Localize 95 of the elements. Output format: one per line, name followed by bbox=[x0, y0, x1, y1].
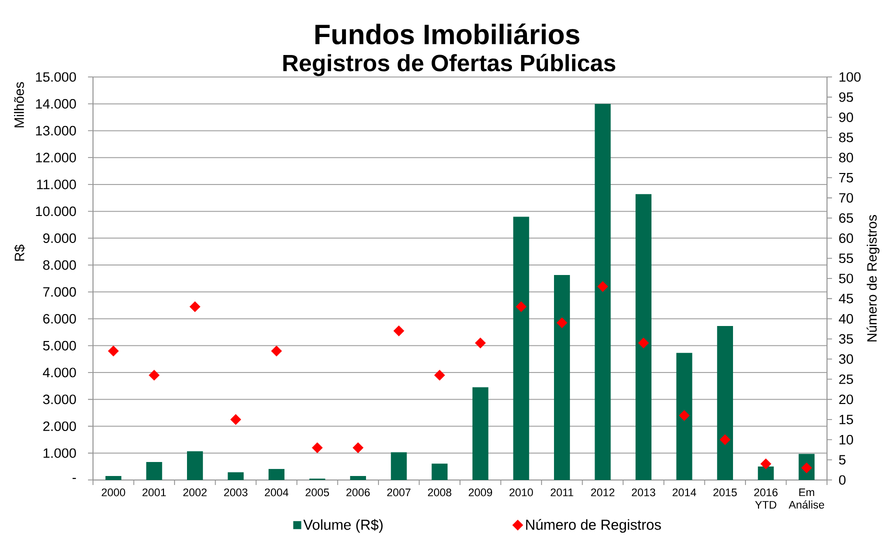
y2-tick-label: 100 bbox=[840, 72, 861, 82]
bar bbox=[350, 476, 366, 480]
y2-tick-label: 0 bbox=[839, 475, 846, 485]
point bbox=[474, 338, 486, 348]
y-tick-label: 3.000 bbox=[43, 394, 76, 404]
x-tick-label: 2012 bbox=[591, 488, 614, 496]
y2-tick-label: 60 bbox=[839, 233, 854, 243]
point bbox=[393, 325, 404, 336]
point bbox=[597, 281, 608, 292]
y-tick-label: 7.000 bbox=[43, 287, 76, 297]
x-tick-label: 2009 bbox=[468, 488, 492, 496]
text: Milhões bbox=[14, 82, 24, 128]
y2-tick-label: 35 bbox=[839, 334, 854, 344]
bar bbox=[105, 476, 122, 480]
y2-tick-label: 50 bbox=[839, 274, 854, 284]
y2-tick-label: 25 bbox=[839, 374, 854, 384]
point bbox=[516, 301, 527, 312]
point bbox=[720, 434, 730, 446]
legend-label: Número de Registros bbox=[526, 519, 661, 533]
y2-tick-label: 45 bbox=[838, 294, 854, 304]
y2-tick-label: 75 bbox=[839, 173, 854, 182]
y-tick-label: 6.000 bbox=[43, 314, 76, 324]
y2-tick-label: 80 bbox=[839, 152, 854, 162]
y2-tick-label: 30 bbox=[839, 354, 854, 364]
x-tick-label: 2002 bbox=[183, 488, 207, 496]
bar bbox=[717, 326, 734, 480]
y-tick-label: 15.000 bbox=[36, 72, 76, 82]
point bbox=[190, 301, 200, 312]
x-tick-label: 2006 bbox=[346, 488, 370, 496]
y-tick-label: 12.000 bbox=[36, 152, 76, 162]
x-tick-label: Em Análise bbox=[788, 488, 824, 509]
y-tick-label: 5.000 bbox=[43, 340, 76, 350]
bar bbox=[390, 452, 407, 480]
y-axis-title: R$ bbox=[14, 244, 26, 261]
legend-label: Volume (R$) bbox=[303, 519, 383, 533]
y-tick-label: 4.000 bbox=[42, 368, 76, 378]
y2-tick-label: 85 bbox=[839, 132, 854, 142]
x-tick-label: 2011 bbox=[550, 488, 574, 496]
x-tick-label: 2001 bbox=[142, 488, 166, 496]
bar bbox=[513, 216, 530, 480]
y-tick-label: 1.000 bbox=[44, 448, 76, 458]
bar bbox=[554, 274, 570, 480]
y2-tick-label: 65 bbox=[839, 213, 854, 223]
y2-tick-label: 5 bbox=[839, 455, 846, 465]
point bbox=[312, 442, 323, 454]
y2-tick-label: 70 bbox=[839, 193, 854, 203]
point bbox=[148, 370, 160, 381]
point bbox=[230, 414, 242, 425]
bar bbox=[594, 104, 611, 480]
x-tick-label: 2013 bbox=[632, 488, 656, 496]
bar bbox=[432, 464, 448, 480]
bar bbox=[268, 468, 284, 480]
x-tick-label: 2014 bbox=[672, 488, 696, 496]
x-tick-label: 2005 bbox=[306, 488, 329, 496]
y-tick-label: 2.000 bbox=[43, 421, 76, 432]
bar bbox=[228, 472, 244, 480]
chart-title: Fundos Imobiliários bbox=[315, 24, 580, 44]
bar bbox=[676, 352, 692, 480]
y2-tick-label: 40 bbox=[838, 314, 854, 324]
x-tick-label: 2010 bbox=[510, 488, 533, 496]
bar bbox=[146, 462, 162, 480]
y2-tick-label: 10 bbox=[840, 434, 854, 444]
y-tick-label: 14.000 bbox=[36, 99, 76, 109]
point bbox=[556, 317, 568, 328]
y-tick-label: 10.000 bbox=[36, 206, 76, 216]
point bbox=[352, 442, 364, 454]
point bbox=[434, 370, 446, 381]
bar bbox=[636, 194, 652, 480]
x-tick-label: 2007 bbox=[387, 488, 410, 496]
x-tick-label: 2016 YTD bbox=[754, 488, 778, 509]
y-tick-label: - bbox=[72, 478, 76, 479]
y2-tick-label: 55 bbox=[839, 254, 854, 264]
point bbox=[760, 458, 772, 470]
x-tick-label: 2008 bbox=[428, 488, 452, 496]
point bbox=[271, 346, 282, 356]
y2-axis-title: Número de Registros bbox=[866, 215, 880, 342]
y-tick-label: 9.000 bbox=[43, 233, 76, 243]
chart-subtitle: Registros de Ofertas Públicas bbox=[283, 54, 616, 76]
point bbox=[678, 410, 690, 421]
bar bbox=[758, 466, 774, 480]
y-tick-label: 11.000 bbox=[37, 180, 76, 190]
x-tick-label: 2003 bbox=[224, 488, 248, 496]
x-tick-label: 2000 bbox=[102, 488, 126, 496]
point bbox=[638, 338, 649, 348]
x-tick-label: 2015 bbox=[713, 488, 737, 496]
y2-tick-label: 15 bbox=[840, 414, 854, 424]
y2-tick-label: 90 bbox=[839, 112, 854, 122]
x-tick-label: 2004 bbox=[264, 488, 288, 496]
point bbox=[108, 346, 119, 356]
bar bbox=[187, 451, 203, 480]
y-tick-label: 8.000 bbox=[43, 260, 76, 270]
bar bbox=[472, 387, 488, 480]
y2-tick-label: 95 bbox=[839, 92, 854, 102]
y2-tick-label: 20 bbox=[839, 394, 854, 404]
y-tick-label: 13.000 bbox=[36, 126, 76, 136]
